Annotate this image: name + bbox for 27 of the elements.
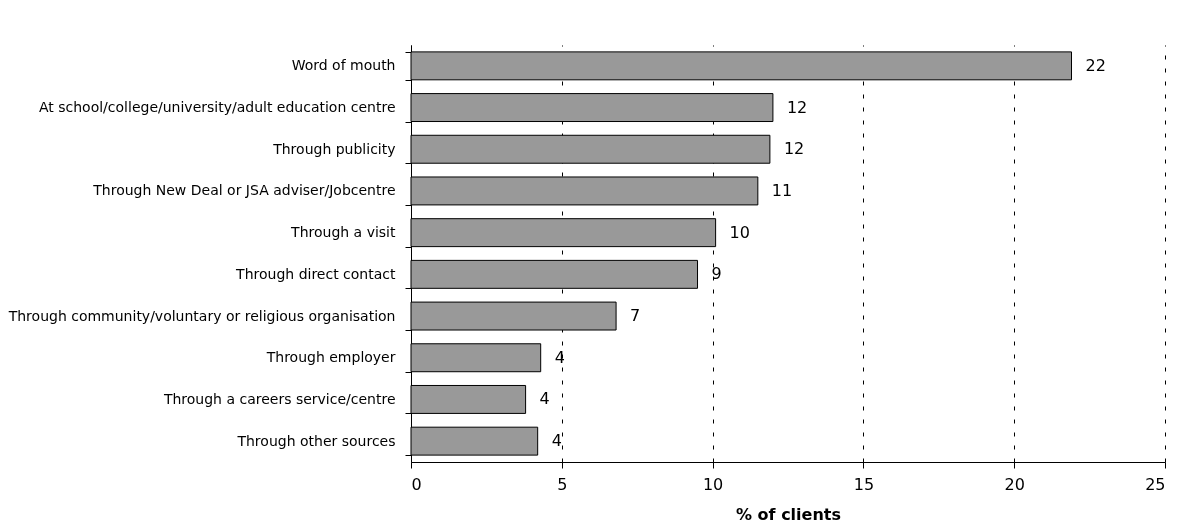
- y-tick-label: Word of mouth: [291, 57, 396, 74]
- data-label: 4: [554, 347, 565, 367]
- data-label: 7: [630, 306, 641, 326]
- data-label: 4: [539, 389, 550, 409]
- data-label: 22: [1085, 55, 1106, 75]
- x-tick-label: 20: [1004, 474, 1025, 494]
- x-axis-title: % of clients: [736, 504, 841, 524]
- y-tick-label: Through community/voluntary or religious organisation: [7, 307, 396, 324]
- data-label: 10: [729, 222, 750, 242]
- y-tick-label: Through a visit: [290, 224, 396, 241]
- x-tick-label: 15: [853, 474, 875, 494]
- x-tick-label: 25: [1145, 474, 1166, 494]
- y-tick-label: Through employer: [265, 349, 396, 366]
- data-label: 12: [786, 97, 808, 117]
- data-label: 12: [783, 139, 805, 159]
- data-label: 4: [551, 431, 562, 451]
- y-tick-label: Through publicity: [272, 140, 396, 157]
- x-tick-label: 5: [557, 474, 568, 494]
- data-label: 9: [711, 264, 722, 284]
- x-tick-label: 0: [411, 474, 422, 494]
- x-tick-label: 10: [702, 474, 724, 494]
- y-tick-label: At school/college/university/adult education centre: [38, 99, 396, 116]
- y-tick-label: Through other sources: [236, 432, 396, 449]
- y-tick-label: Through direct contact: [235, 265, 397, 282]
- y-tick-label: Through a careers service/centre: [162, 390, 396, 407]
- data-label: 11: [771, 180, 793, 200]
- y-tick-label: Through New Deal or JSA adviser/Jobcentre: [92, 182, 396, 199]
